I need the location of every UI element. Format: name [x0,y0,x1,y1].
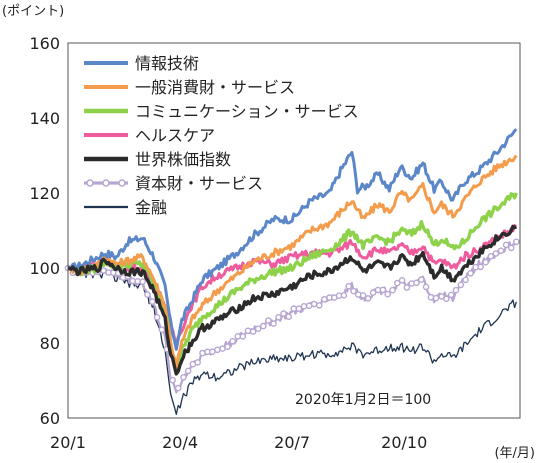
series-marker [174,384,182,392]
series-marker [158,326,166,334]
series-marker [310,300,318,308]
series-marker [275,313,282,321]
series-marker [194,359,201,366]
series-marker [422,283,430,291]
series-marker [457,281,465,289]
series-marker [280,310,287,317]
legend-label: 情報技術 [135,54,199,73]
series-marker [300,302,308,310]
series-marker [403,284,411,291]
legend-label: コミュニケーション・サービス [135,102,359,121]
series-marker [249,328,257,335]
series-marker [315,302,323,309]
series-marker [502,241,510,249]
series-marker [180,373,187,381]
legend: 情報技術一般消費財・サービスコミュニケーション・サービスヘルスケア世界株価指数資… [84,54,359,217]
series-marker [477,263,484,271]
x-tick-label: 20/10 [381,433,427,452]
series-marker [507,244,515,252]
y-tick-label: 160 [29,34,60,53]
legend-marker [86,179,94,187]
legend-label: 世界株価指数 [135,150,231,169]
series-marker [447,291,455,299]
series-marker [214,346,221,354]
series-marker [487,252,495,260]
series-marker [350,287,357,295]
series-marker [144,291,151,299]
series-marker [413,279,420,287]
series-marker [254,325,262,333]
series-marker [270,320,277,327]
series-marker [153,313,161,321]
legend-label: 一般消費財・サービス [135,78,295,97]
x-tick-label: 20/7 [274,433,310,452]
series-marker [224,343,231,351]
series-marker [184,367,192,375]
series-marker [398,276,406,284]
series-marker [492,250,500,257]
series-marker [432,294,440,302]
y-tick-label: 140 [29,109,60,128]
series-marker [244,327,252,335]
series-line-0 [67,128,518,351]
series-marker [393,279,401,287]
y-axis-labels: 60 80 100 120 140 160 [29,34,60,428]
series-marker [384,290,392,298]
series-marker [369,289,377,296]
legend-label: 金融 [135,198,167,217]
y-tick-label: 100 [29,259,60,278]
series-marker [359,292,367,299]
series-line-2 [67,192,518,369]
series-marker [389,286,396,294]
x-axis-labels: 20/1 20/4 20/7 20/10 [50,433,427,452]
series-marker [295,305,303,313]
series-line-1 [67,154,518,370]
series-marker [497,247,505,255]
legend-label: ヘルスケア [135,126,215,145]
x-tick-label: 20/4 [162,433,198,452]
series-marker [229,337,236,345]
series-marker [379,286,387,294]
plot-frame [67,42,521,419]
series-marker [467,269,474,277]
series-marker [265,317,272,324]
series-marker [239,333,247,340]
series-marker [443,295,450,303]
series-marker [345,282,353,290]
x-unit-label: (年/月) [494,446,535,461]
series-marker [417,276,425,283]
series-marker [364,295,372,302]
series-marker [427,293,435,301]
series-marker [513,238,520,246]
series-line-4 [67,224,518,376]
series-marker [169,376,176,384]
y-tick-label: 60 [40,409,60,428]
y-tick-label: 80 [40,334,60,353]
series-marker [452,286,460,294]
legend-marker [118,179,126,187]
x-tick-label: 20/1 [50,433,86,452]
legend-marker [102,179,110,187]
series-group [64,128,520,416]
legend-label: 資本財・サービス [135,174,263,193]
series-marker [340,291,348,299]
series-marker [285,313,293,321]
y-unit-label: (ポイント) [2,4,64,19]
series-marker [259,322,267,330]
baseline-annotation: 2020年1月2日＝100 [295,392,431,408]
y-tick-label: 120 [29,184,60,203]
series-marker [148,298,156,305]
series-marker [139,278,146,285]
series-marker [482,258,490,266]
series-marker [462,276,469,284]
